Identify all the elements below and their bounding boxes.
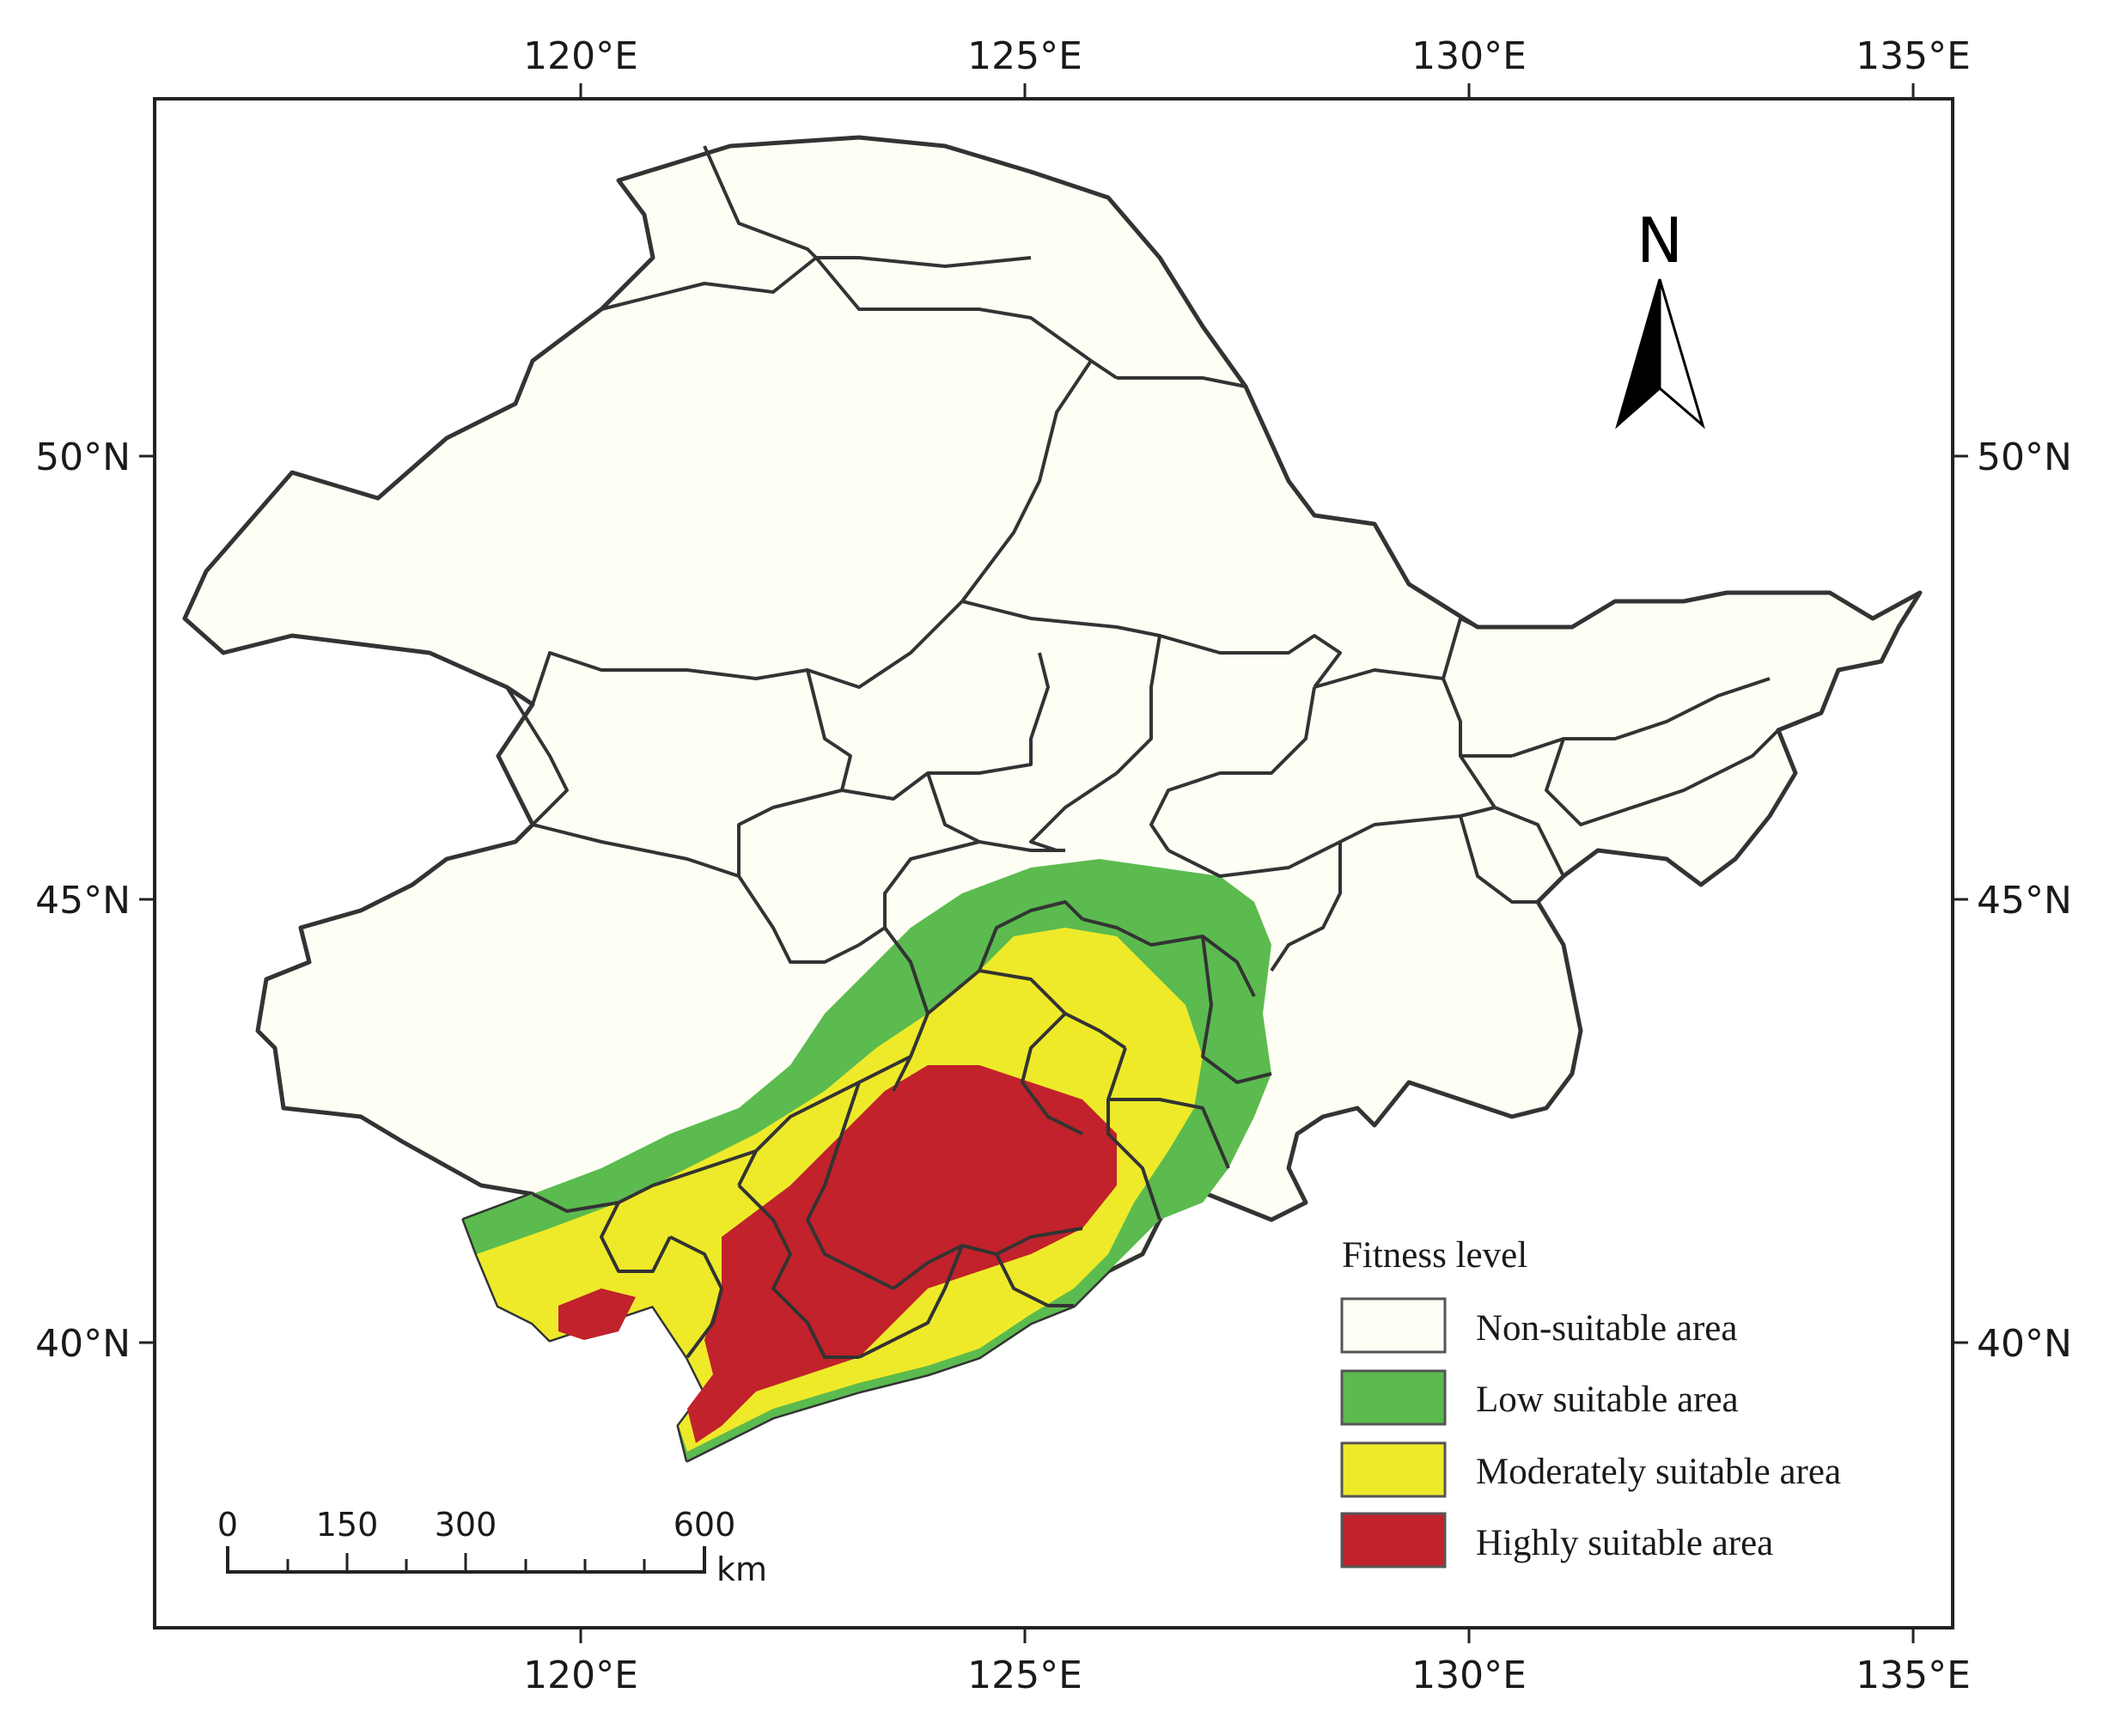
lon-label-top: 135°E	[1856, 34, 1971, 78]
lon-label-bottom: 130°E	[1411, 1654, 1527, 1697]
north-arrow-right-half	[1658, 278, 1705, 429]
north-arrow: N	[1615, 204, 1705, 429]
scale-label-150: 150	[316, 1506, 379, 1544]
scale-unit: km	[716, 1550, 767, 1588]
scale-bar: 0 150 300 600 km	[217, 1506, 767, 1588]
lat-label-left: 40°N	[35, 1322, 131, 1366]
scale-label-600: 600	[674, 1506, 736, 1544]
admin-boundaries	[505, 145, 1780, 1359]
lat-label-right: 40°N	[1977, 1322, 2072, 1366]
legend: Fitness level Non-suitable area Low suit…	[1340, 1235, 1841, 1568]
lat-label-left: 50°N	[35, 436, 131, 479]
lon-label-top: 130°E	[1411, 34, 1527, 78]
legend-label-non-suitable: Non-suitable area	[1476, 1308, 1737, 1349]
legend-label-highly-suitable: Highly suitable area	[1476, 1523, 1773, 1563]
lat-label-left: 45°N	[35, 879, 131, 923]
lon-label-bottom: 135°E	[1856, 1654, 1971, 1697]
legend-swatch-non-suitable	[1340, 1297, 1447, 1354]
lat-label-right: 45°N	[1977, 879, 2072, 923]
scale-label-300: 300	[435, 1506, 497, 1544]
scale-label-0: 0	[217, 1506, 238, 1544]
lon-label-bottom: 125°E	[967, 1654, 1082, 1697]
highly-suitable-zone	[687, 1065, 1117, 1443]
region-outline	[182, 135, 1923, 1463]
legend-swatch-highly-suitable	[1340, 1512, 1447, 1568]
legend-label-low-suitable: Low suitable area	[1476, 1380, 1739, 1420]
highly-suitable-patch	[558, 1288, 636, 1340]
legend-swatch-low-suitable	[1340, 1369, 1447, 1426]
lon-label-bottom: 120°E	[523, 1654, 638, 1697]
lon-label-top: 125°E	[967, 34, 1082, 78]
lon-label-top: 120°E	[523, 34, 638, 78]
graticule-ticks: 120°E 120°E 125°E 125°E 130°E 130°E 135°E 135°E…	[35, 34, 2072, 1697]
lat-label-right: 50°N	[1977, 436, 2072, 479]
legend-swatch-moderately-suitable	[1340, 1441, 1447, 1498]
legend-label-moderately-suitable: Moderately suitable area	[1476, 1452, 1841, 1492]
north-arrow-label: N	[1637, 204, 1683, 277]
legend-title: Fitness level	[1342, 1235, 1527, 1276]
